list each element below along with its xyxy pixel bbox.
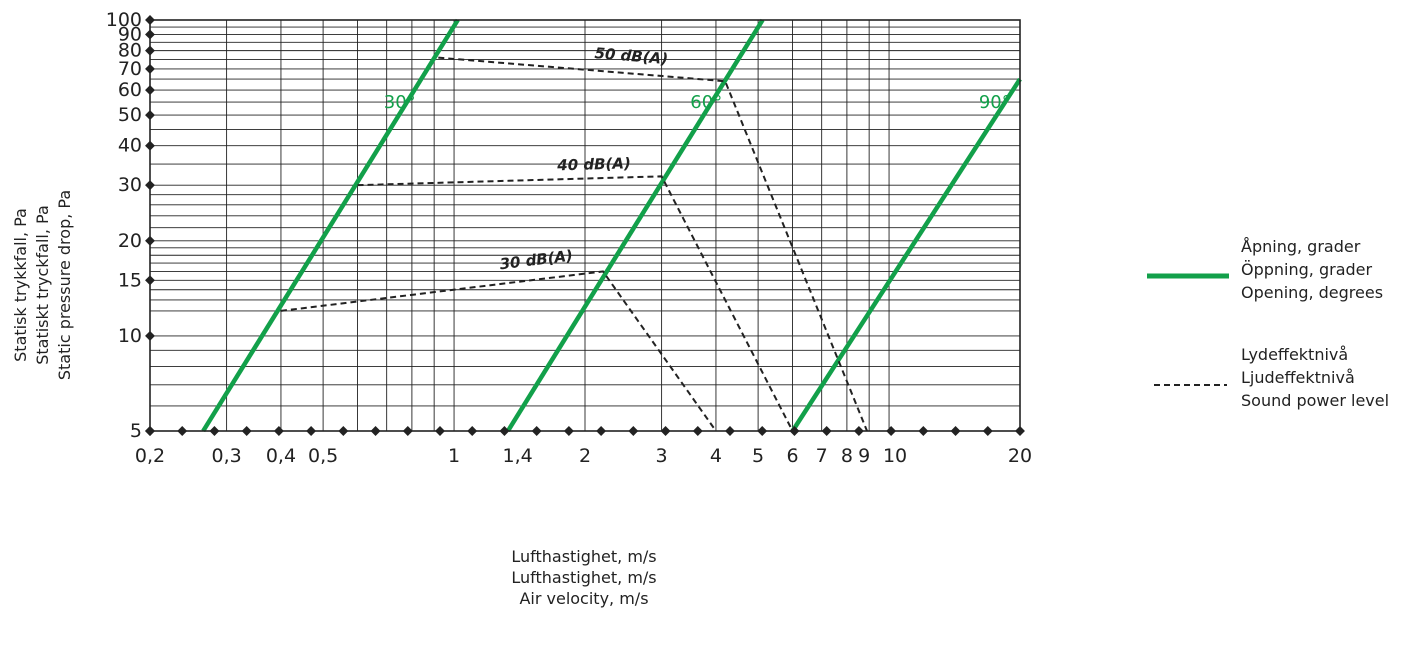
x-axis-marker xyxy=(628,426,639,436)
sound-series-label: 50 dB(A) xyxy=(594,44,669,68)
legend-label-sound: Sound power level xyxy=(1241,391,1389,410)
y-tick-label: 5 xyxy=(130,420,142,442)
x-axis-marker xyxy=(402,426,413,436)
y-axis-title: Static pressure drop, Pa xyxy=(55,190,74,380)
x-tick-label: 0,5 xyxy=(308,445,338,467)
x-axis-title: Air velocity, m/s xyxy=(519,589,648,608)
y-tick-label: 30 xyxy=(118,174,142,196)
opening-lines xyxy=(201,18,1022,433)
x-axis-marker xyxy=(563,426,574,436)
x-axis-marker xyxy=(370,426,381,436)
sound-series-line xyxy=(438,56,868,432)
x-axis-marker xyxy=(241,426,252,436)
x-axis-marker xyxy=(660,426,671,436)
y-axis-marker xyxy=(145,15,155,25)
x-axis-title: Lufthastighet, m/s xyxy=(511,568,656,587)
x-tick-label: 10 xyxy=(883,445,907,467)
x-tick-label: 7 xyxy=(816,445,828,467)
x-axis-marker xyxy=(725,426,735,436)
y-tick-label: 10 xyxy=(118,325,142,347)
legend-label-opening: Åpning, grader xyxy=(1241,237,1361,256)
sound-series-label: 40 dB(A) xyxy=(556,154,631,174)
y-axis-marker xyxy=(145,85,155,96)
x-tick-label: 0,3 xyxy=(211,445,241,467)
x-axis-marker xyxy=(821,426,832,436)
x-axis-marker xyxy=(692,426,703,436)
opening-series-line xyxy=(201,18,460,433)
y-tick-label: 40 xyxy=(118,135,142,157)
opening-series-line xyxy=(790,77,1022,433)
y-tick-label: 60 xyxy=(118,79,142,101)
x-tick-label: 1,4 xyxy=(503,445,533,467)
x-axis-marker xyxy=(273,426,284,436)
axis-titles: Lufthastighet, m/s Lufthastighet, m/s Air … xyxy=(11,190,657,608)
y-axis-marker xyxy=(145,45,155,56)
x-axis-marker xyxy=(886,426,897,436)
x-axis-marker xyxy=(950,426,961,436)
y-axis-marker xyxy=(145,426,155,436)
legend-label-opening: Öppning, grader xyxy=(1241,260,1373,279)
opening-series-line xyxy=(506,18,765,433)
x-axis-marker xyxy=(757,426,768,436)
grid xyxy=(149,19,1021,432)
y-axis-marker xyxy=(145,63,155,74)
x-tick-label: 2 xyxy=(579,445,591,467)
x-tick-label: 8 xyxy=(841,445,853,467)
opening-series-label: 30° xyxy=(384,92,416,113)
x-axis-marker xyxy=(1015,426,1025,436)
legend: Åpning, grader Öppning, grader Opening, de… xyxy=(1147,237,1389,410)
y-tick-label: 80 xyxy=(118,40,142,62)
legend-label-sound: Lydeffektnivå xyxy=(1241,345,1348,364)
y-tick-label: 15 xyxy=(118,269,142,291)
x-tick-label: 1 xyxy=(448,445,460,467)
y-tick-label: 20 xyxy=(118,230,142,252)
x-axis-marker xyxy=(918,426,929,436)
x-axis-marker xyxy=(467,426,478,436)
sound-series-line xyxy=(357,175,794,432)
x-axis-marker xyxy=(531,426,542,436)
x-tick-label: 0,4 xyxy=(266,445,296,467)
x-axis-marker xyxy=(306,426,317,436)
x-tick-label: 4 xyxy=(710,445,722,467)
opening-series-label: 60° xyxy=(690,92,722,113)
y-axis-title: Statisk trykkfall, Pa xyxy=(11,208,30,362)
x-tick-label: 0,2 xyxy=(135,445,165,467)
y-tick-label: 100 xyxy=(106,9,142,31)
y-axis-title: Statiskt tryckfall, Pa xyxy=(33,205,52,365)
x-axis-marker xyxy=(853,426,864,436)
x-axis-marker xyxy=(789,426,800,436)
x-tick-label: 9 xyxy=(858,445,870,467)
x-axis-title: Lufthastighet, m/s xyxy=(511,547,656,566)
plot-frame xyxy=(149,19,1021,432)
x-axis-marker xyxy=(596,426,607,436)
y-tick-label: 90 xyxy=(118,23,142,45)
y-tick-label: 70 xyxy=(118,58,142,80)
y-axis-marker xyxy=(145,140,155,151)
opening-series-label: 90° xyxy=(979,92,1011,113)
sound-lines xyxy=(280,56,868,432)
x-axis-marker xyxy=(177,426,188,436)
y-tick-label: 50 xyxy=(118,104,142,126)
x-axis-marker xyxy=(499,426,510,436)
y-axis-marker xyxy=(145,275,155,286)
x-axis-marker xyxy=(982,426,993,436)
y-axis-marker xyxy=(145,29,155,40)
y-axis-marker xyxy=(145,330,155,341)
y-axis-marker xyxy=(145,180,155,191)
y-axis-marker xyxy=(145,110,155,121)
x-axis-marker xyxy=(435,426,445,436)
sound-series-label: 30 dB(A) xyxy=(499,246,574,273)
x-tick-label: 20 xyxy=(1008,445,1032,467)
legend-label-opening: Opening, degrees xyxy=(1241,283,1383,302)
axis-ticks: 0,2 0,3 0,4 0,5 1 1,4 2 3 4 5 6 7 8 9 10 20 5 10 15 20 30 40 5… xyxy=(106,9,1032,467)
legend-label-sound: Ljudeffektnivå xyxy=(1241,368,1355,387)
y-axis-marker xyxy=(145,235,155,246)
x-axis-marker xyxy=(338,426,349,436)
x-tick-label: 6 xyxy=(787,445,799,467)
x-tick-label: 3 xyxy=(656,445,668,467)
x-tick-label: 5 xyxy=(752,445,764,467)
x-axis-marker xyxy=(209,426,220,436)
sound-series-line xyxy=(280,270,717,432)
